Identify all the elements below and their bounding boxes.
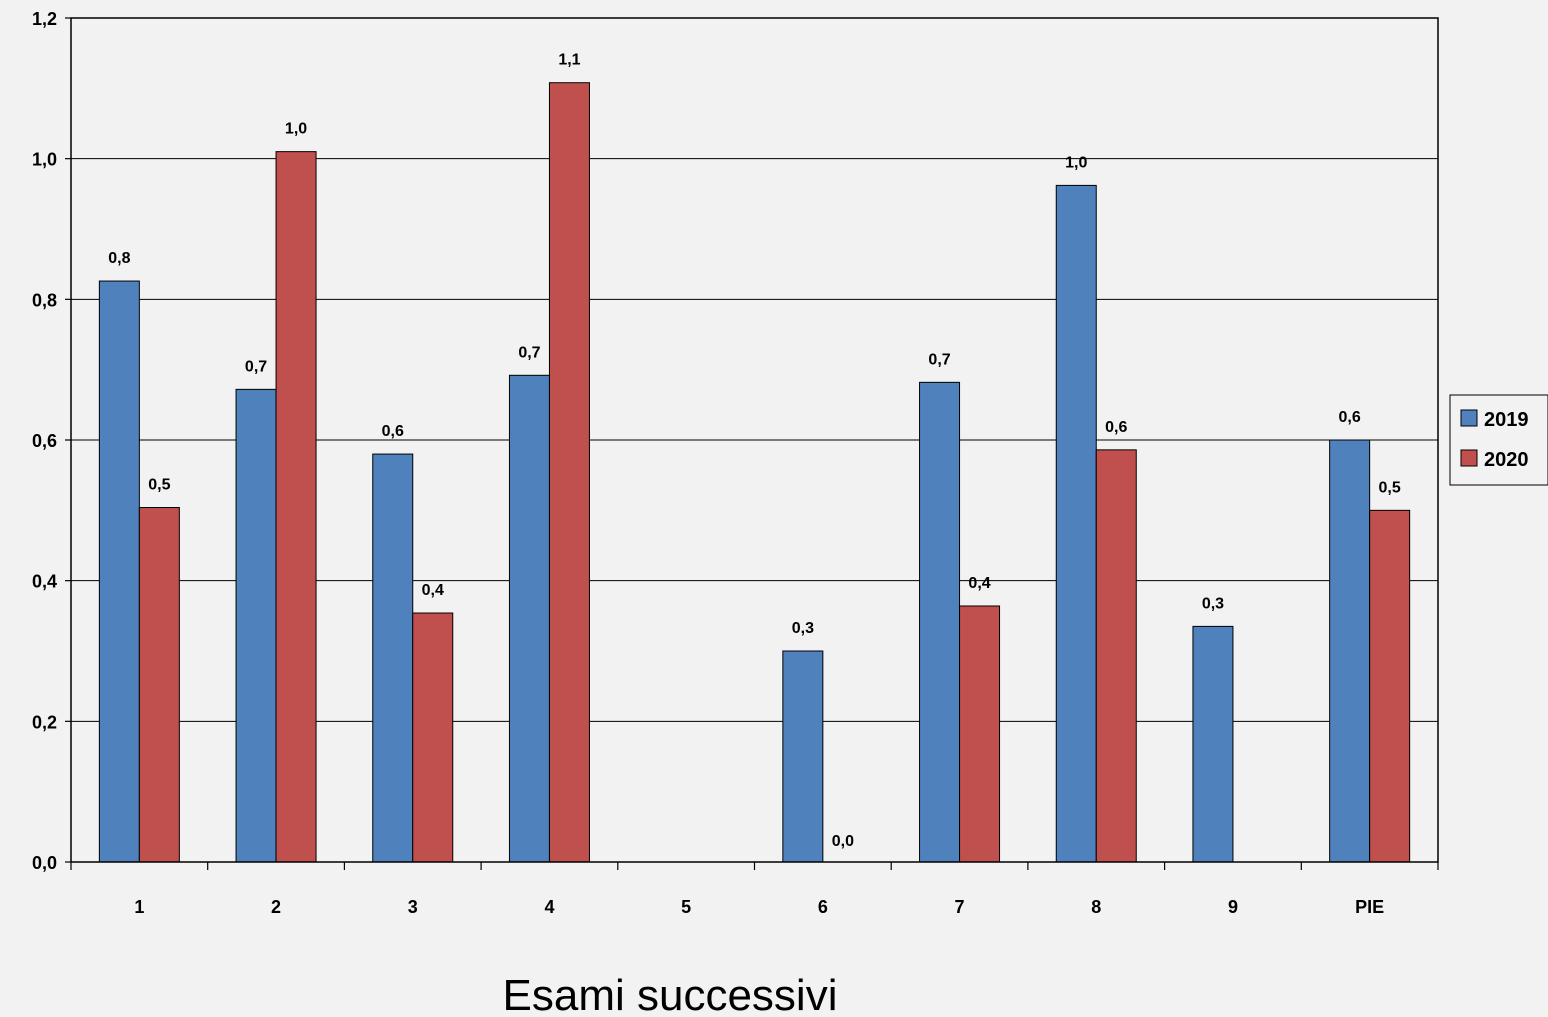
bars	[98, 82, 1411, 863]
data-label-2019-PIE: 0,6	[1339, 409, 1361, 426]
bar-2019-4	[508, 374, 550, 863]
data-label-2019-1: 0,8	[108, 250, 130, 267]
bar-2020-PIE	[1369, 509, 1411, 863]
data-label-2020-6: 0,0	[832, 833, 854, 850]
y-tick-label: 1,0	[32, 150, 57, 170]
data-label-2019-4: 0,7	[518, 344, 540, 361]
x-tick-label: 2	[271, 897, 281, 917]
x-tick-label: 9	[1228, 897, 1238, 917]
data-label-2020-3: 0,4	[422, 582, 444, 599]
bar-2019-9	[1192, 625, 1234, 863]
legend-label-2020: 2020	[1484, 449, 1529, 471]
x-tick-label: 6	[818, 897, 828, 917]
y-tick-label: 0,0	[32, 853, 57, 873]
x-tick-label: 5	[681, 897, 691, 917]
bar-2020-2	[275, 151, 317, 863]
data-label-2020-4: 1,1	[558, 52, 580, 69]
x-tick-label: 8	[1091, 897, 1101, 917]
data-label-2020-1: 0,5	[148, 477, 170, 494]
data-label-2019-8: 1,0	[1065, 154, 1087, 171]
axes: 0,0 0,2 0,4 0,6 0,8 1,0 1,2 1 2 3 4 5 6 7 8 9 PIE	[32, 9, 1439, 917]
x-tick-label: PIE	[1355, 897, 1384, 917]
bar-2020-3	[412, 612, 454, 863]
y-tick-label: 0,8	[32, 290, 57, 310]
data-label-2019-2: 0,7	[245, 358, 267, 375]
bar-2020-8	[1095, 449, 1137, 863]
data-label-2020-2: 1,0	[285, 121, 307, 138]
x-tick-label: 3	[408, 897, 418, 917]
data-label-2020-7: 0,4	[968, 575, 990, 592]
bar-2020-4	[548, 82, 590, 863]
y-tick-label: 1,2	[32, 9, 57, 29]
data-label-2019-6: 0,3	[792, 620, 814, 637]
data-label-2019-7: 0,7	[928, 351, 950, 368]
data-label-2020-PIE: 0,5	[1379, 479, 1401, 496]
bar-2019-8	[1055, 184, 1097, 863]
y-tick-label: 0,6	[32, 431, 57, 451]
bar-2020-1	[138, 507, 180, 863]
x-tick-label: 7	[955, 897, 965, 917]
legend-swatch-2020	[1460, 449, 1478, 467]
y-tick-label: 0,2	[32, 712, 57, 732]
bar-2019-7	[919, 381, 961, 863]
x-tick-label: 4	[544, 897, 554, 917]
bar-2019-3	[372, 453, 414, 863]
legend-label-2019: 2019	[1484, 409, 1529, 431]
data-label-2019-9: 0,3	[1202, 595, 1224, 612]
bar-2020-7	[959, 605, 1001, 863]
data-labels: 0,8 0,7 0,6 0,7 0,3 0,7 1,0 0,3 0,6 0,5 1,0 0,4 1,1 0…	[108, 52, 1401, 850]
bar-2019-6	[782, 650, 824, 863]
bar-2019-PIE	[1329, 439, 1371, 863]
x-tick-label: 1	[134, 897, 144, 917]
data-label-2019-3: 0,6	[382, 423, 404, 440]
data-label-2020-8: 0,6	[1105, 419, 1127, 436]
bar-2019-2	[235, 388, 277, 863]
y-tick-label: 0,4	[32, 572, 57, 592]
x-axis-title: Esami successivi	[503, 971, 838, 1017]
bar-2019-1	[98, 280, 140, 863]
legend: 2019 2020	[1449, 394, 1548, 486]
legend-swatch-2019	[1460, 409, 1478, 427]
